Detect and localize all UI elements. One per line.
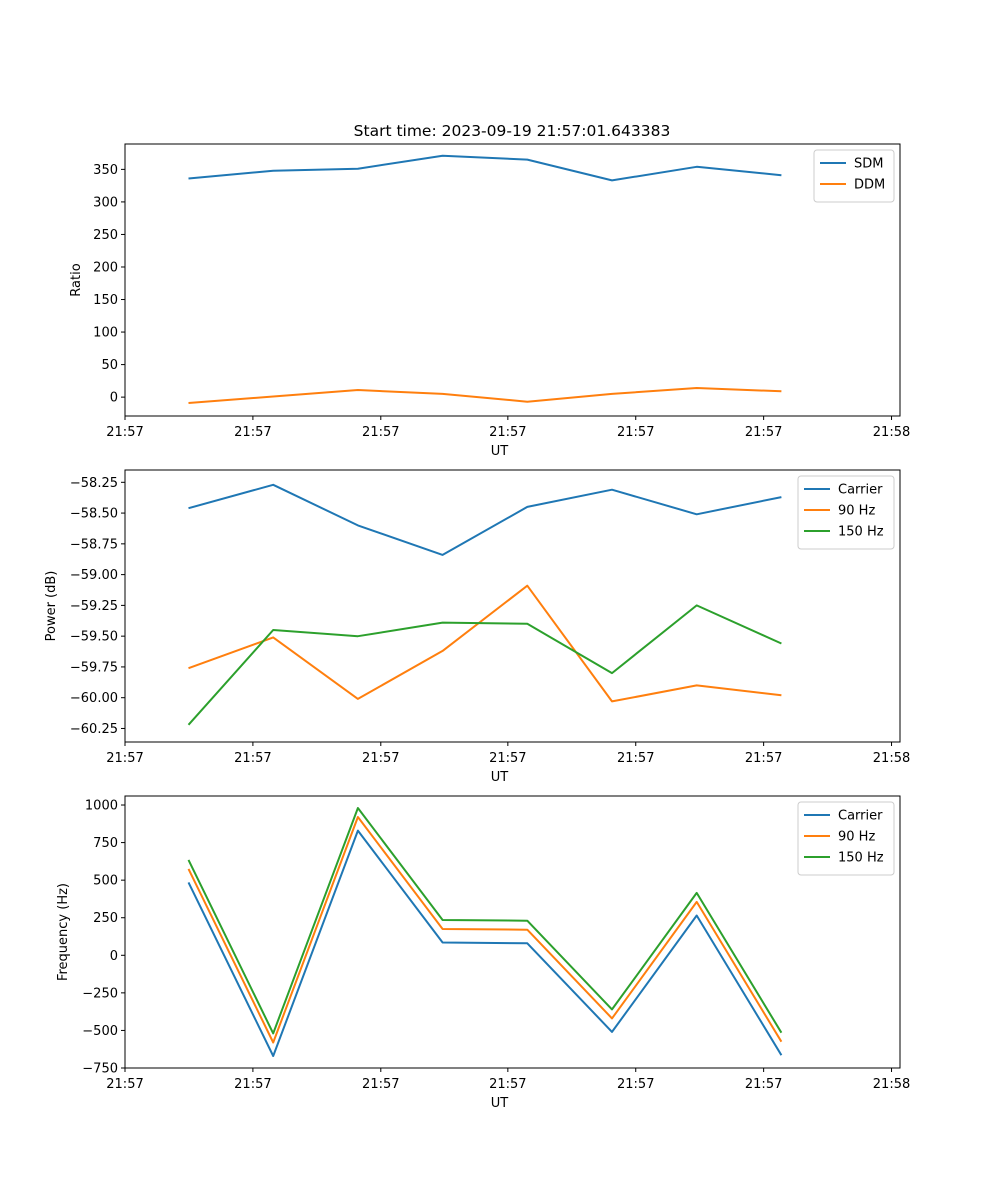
figure-title: Start time: 2023-09-19 21:57:01.643383: [354, 122, 671, 140]
y-tick-label: 1000: [85, 799, 118, 814]
x-tick-label: 21:57: [745, 1077, 782, 1092]
y-tick-label: 500: [93, 874, 118, 889]
plot-frame: [124, 143, 901, 417]
panels: 21:57 21:57 21:57 21:57 21:57 21:57 21:58 0 50 10…: [44, 143, 910, 1111]
x-tick-label: 21:57: [489, 425, 526, 440]
y-tick-label: −750: [82, 1062, 118, 1077]
y-tick-label: −58.75: [70, 537, 118, 552]
legend: Carrier 90 Hz 150 Hz: [797, 475, 895, 550]
y-axis-label: Power (dB): [44, 571, 59, 642]
series-line-carrier: [188, 483, 782, 556]
series-line-carrier: [187, 829, 783, 1057]
x-axis-label: UT: [491, 444, 509, 459]
legend-label-150-hz: 150 Hz: [838, 851, 884, 866]
y-tick-label: 350: [93, 163, 118, 178]
x-tick-label: 21:57: [106, 425, 143, 440]
y-tick-label: 100: [93, 326, 118, 341]
legend-label-150-hz: 150 Hz: [838, 525, 884, 540]
y-tick-label: −58.25: [70, 476, 118, 491]
y-axis-label: Frequency (Hz): [56, 883, 71, 981]
x-tick-label: 21:57: [362, 425, 399, 440]
x-tick-label: 21:57: [617, 751, 654, 766]
y-tick-label: −500: [82, 1024, 118, 1039]
y-tick-label: 50: [101, 358, 118, 373]
chart-panel-2: 21:57 21:57 21:57 21:57 21:57 21:57 21:58 −60.2…: [44, 469, 910, 785]
y-tick-label: −59.50: [70, 630, 118, 645]
series-line-90-hz: [188, 584, 782, 703]
series-line-sdm: [188, 154, 782, 182]
legend-label-carrier: Carrier: [838, 809, 883, 824]
chart-panel-3: 21:57 21:57 21:57 21:57 21:57 21:57 21:58 −750 −…: [56, 795, 910, 1111]
x-axis-label: UT: [491, 770, 509, 785]
x-tick-label: 21:57: [106, 751, 143, 766]
x-tick-label: 21:57: [617, 425, 654, 440]
y-tick-label: −59.75: [70, 660, 118, 675]
x-tick-label: 21:57: [234, 751, 271, 766]
y-tick-label: 250: [93, 228, 118, 243]
plot-frame: [124, 469, 901, 743]
chart-panel-1: 21:57 21:57 21:57 21:57 21:57 21:57 21:58 0 50 10…: [69, 143, 910, 459]
legend-label-90-hz: 90 Hz: [838, 504, 875, 519]
y-tick-label: 750: [93, 836, 118, 851]
legend: Carrier 90 Hz 150 Hz: [797, 801, 895, 876]
x-tick-label: 21:58: [873, 1077, 910, 1092]
x-tick-label: 21:58: [873, 425, 910, 440]
series-line-90-hz: [187, 816, 783, 1044]
x-tick-label: 21:57: [362, 1077, 399, 1092]
y-tick-label: 250: [93, 911, 118, 926]
legend-label-carrier: Carrier: [838, 483, 883, 498]
x-tick-label: 21:57: [489, 751, 526, 766]
legend-label-ddm: DDM: [854, 178, 885, 193]
y-tick-label: 0: [110, 949, 118, 964]
x-tick-label: 21:58: [873, 751, 910, 766]
series-line-150-hz: [187, 604, 782, 726]
series-line-ddm: [188, 387, 782, 404]
series-line-150-hz: [187, 807, 783, 1035]
y-tick-label: −250: [82, 986, 118, 1001]
legend-label-90-hz: 90 Hz: [838, 830, 875, 845]
y-tick-label: 200: [93, 260, 118, 275]
x-tick-label: 21:57: [234, 425, 271, 440]
x-tick-label: 21:57: [617, 1077, 654, 1092]
y-tick-label: −58.50: [70, 507, 118, 522]
x-tick-label: 21:57: [234, 1077, 271, 1092]
x-tick-label: 21:57: [745, 751, 782, 766]
x-tick-label: 21:57: [362, 751, 399, 766]
legend-label-sdm: SDM: [854, 157, 883, 172]
x-axis-label: UT: [491, 1096, 509, 1111]
y-tick-label: −60.25: [70, 722, 118, 737]
x-tick-label: 21:57: [489, 1077, 526, 1092]
y-tick-label: −60.00: [70, 691, 118, 706]
y-tick-label: −59.00: [70, 568, 118, 583]
y-tick-label: −59.25: [70, 599, 118, 614]
x-tick-label: 21:57: [745, 425, 782, 440]
y-tick-label: 0: [110, 391, 118, 406]
y-tick-label: 150: [93, 293, 118, 308]
x-tick-label: 21:57: [106, 1077, 143, 1092]
y-axis-label: Ratio: [69, 263, 84, 296]
y-tick-label: 300: [93, 195, 118, 210]
legend: SDM DDM: [813, 149, 895, 203]
plot-frame: [124, 795, 901, 1069]
